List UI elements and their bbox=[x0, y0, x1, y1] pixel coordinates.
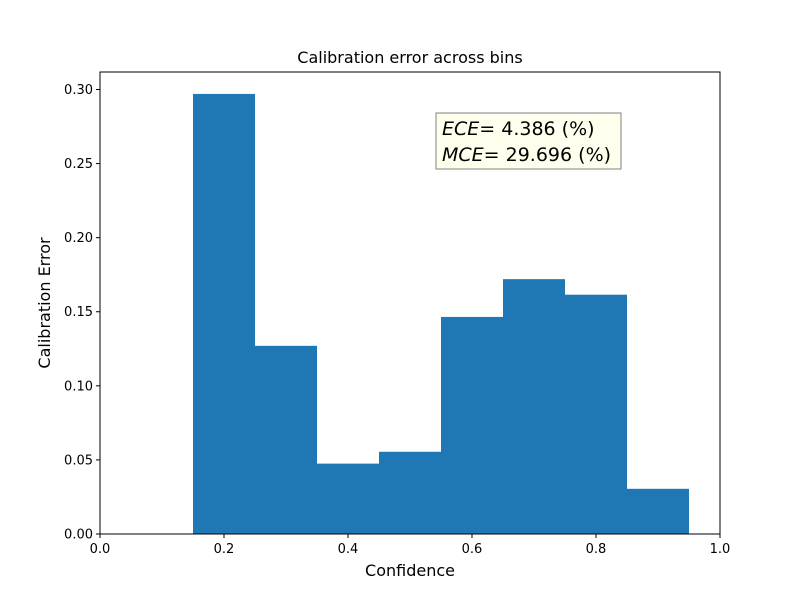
bar-1 bbox=[255, 345, 317, 534]
bar-0 bbox=[193, 93, 255, 534]
chart-title: Calibration error across bins bbox=[297, 48, 522, 67]
y-tick-label: 0.05 bbox=[64, 453, 93, 468]
mce-value: = 29.696 (%) bbox=[484, 144, 611, 166]
bar-5 bbox=[503, 279, 565, 534]
x-tick-label: 0.8 bbox=[586, 542, 607, 557]
plot-frame bbox=[99, 71, 721, 535]
ece-text: ECE= 4.386 (%) bbox=[442, 118, 595, 140]
mce-text: MCE= 29.696 (%) bbox=[442, 144, 611, 166]
y-tick-label: 0.10 bbox=[64, 379, 93, 394]
y-axis-label: Calibration Error bbox=[35, 237, 54, 369]
bar-4 bbox=[441, 316, 503, 534]
metrics-annotation: ECE= 4.386 (%) MCE= 29.696 (%) bbox=[435, 112, 622, 170]
ece-value: = 4.386 (%) bbox=[479, 118, 594, 140]
x-tick-label: 0.4 bbox=[338, 542, 359, 557]
x-axis-ticks: 0.0 0.2 0.4 0.6 0.8 1.0 bbox=[90, 534, 731, 557]
bars-group bbox=[193, 93, 689, 534]
y-tick-label: 0.25 bbox=[64, 157, 93, 172]
y-tick-label: 0.30 bbox=[64, 83, 93, 98]
x-tick-label: 0.6 bbox=[462, 542, 483, 557]
mce-label: MCE bbox=[442, 144, 484, 166]
x-axis-label: Confidence bbox=[365, 561, 455, 580]
x-tick-label: 1.0 bbox=[710, 542, 731, 557]
y-tick-label: 0.20 bbox=[64, 231, 93, 246]
bar-3 bbox=[379, 451, 441, 534]
ece-label: ECE bbox=[442, 118, 479, 140]
y-tick-label: 0.15 bbox=[64, 305, 93, 320]
x-tick-label: 0.0 bbox=[90, 542, 111, 557]
y-tick-label: 0.00 bbox=[64, 528, 93, 543]
bar-2 bbox=[317, 463, 379, 534]
annotation-box bbox=[435, 112, 622, 170]
bar-7 bbox=[627, 488, 689, 534]
x-tick-label: 0.2 bbox=[214, 542, 235, 557]
bar-6 bbox=[565, 294, 627, 534]
y-axis-ticks: 0.00 0.05 0.10 0.15 0.20 0.25 0.30 bbox=[64, 83, 100, 543]
